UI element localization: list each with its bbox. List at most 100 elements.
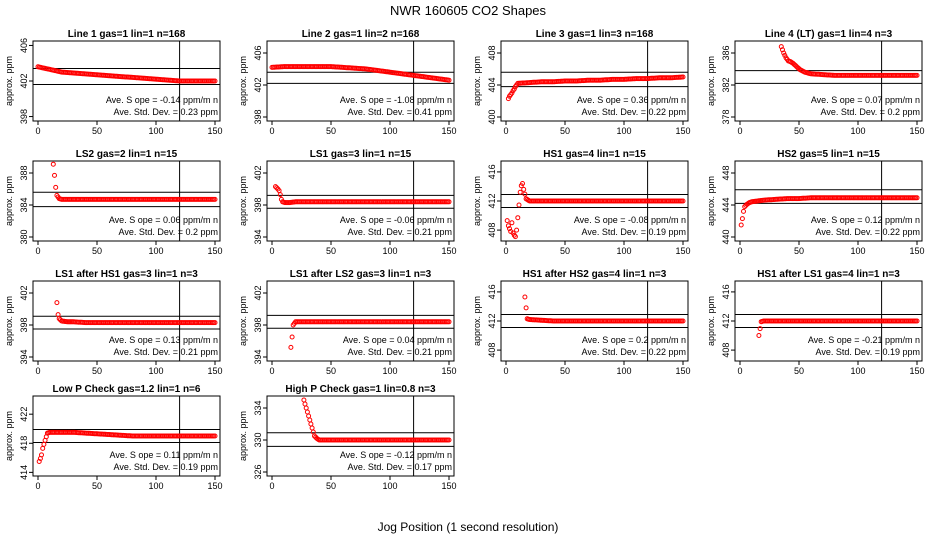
data-point bbox=[306, 413, 312, 419]
plot-frame bbox=[734, 40, 923, 122]
y-tick-label: 402 bbox=[253, 77, 263, 92]
x-tick-label: 100 bbox=[850, 126, 865, 136]
x-tick-label: 150 bbox=[207, 246, 222, 256]
y-axis-label: approx. ppm bbox=[4, 296, 14, 346]
x-tick-label: 50 bbox=[92, 126, 102, 136]
x-tick-label: 100 bbox=[382, 366, 397, 376]
panel-title: HS1 after HS2 gas=4 lin=1 n=3 bbox=[523, 269, 667, 280]
data-point bbox=[504, 218, 510, 224]
data-point bbox=[738, 222, 744, 228]
data-point bbox=[512, 234, 518, 240]
data-point bbox=[310, 429, 316, 435]
x-tick-label: 150 bbox=[909, 126, 924, 136]
data-point bbox=[446, 319, 452, 325]
x-tick-label: 150 bbox=[441, 246, 456, 256]
y-axis-label: approx. ppm bbox=[4, 176, 14, 226]
data-point bbox=[212, 78, 218, 84]
slope-annotation: Ave. S ope = 0.06 ppm/m n bbox=[109, 215, 218, 225]
data-point bbox=[212, 196, 218, 202]
y-tick-label: 398 bbox=[19, 109, 29, 124]
plot-frame bbox=[32, 160, 221, 242]
x-tick-label: 0 bbox=[503, 126, 508, 136]
data-point bbox=[505, 96, 511, 102]
slope-annotation: Ave. S ope = 0.12 ppm/m n bbox=[811, 215, 920, 225]
panel-7: HS1 gas=4 lin=1 n=15 0 50 100 150 408 412 416 ap… bbox=[472, 149, 691, 256]
stddev-annotation: Ave. Std. Dev. = 0.17 ppm bbox=[348, 462, 452, 472]
x-tick-label: 50 bbox=[794, 126, 804, 136]
y-tick-label: 326 bbox=[253, 464, 263, 479]
x-tick-label: 100 bbox=[148, 126, 163, 136]
x-tick-label: 0 bbox=[503, 246, 508, 256]
data-point bbox=[511, 86, 517, 92]
x-tick-label: 0 bbox=[737, 366, 742, 376]
panel-11: HS1 after HS2 gas=4 lin=1 n=3 0 50 100 150 40… bbox=[472, 269, 691, 376]
panel-title: Line 1 gas=1 lin=1 n=168 bbox=[68, 29, 186, 40]
data-point bbox=[522, 294, 528, 300]
x-tick-label: 150 bbox=[207, 481, 222, 491]
x-tick-label: 150 bbox=[207, 126, 222, 136]
x-tick-label: 150 bbox=[675, 366, 690, 376]
stddev-annotation: Ave. Std. Dev. = 0.21 ppm bbox=[348, 347, 452, 357]
stddev-annotation: Ave. Std. Dev. = 0.23 ppm bbox=[114, 107, 218, 117]
slope-annotation: Ave. S ope = 0.07 ppm/m n bbox=[811, 95, 920, 105]
panel-title: LS1 after LS2 gas=3 lin=1 n=3 bbox=[290, 269, 432, 280]
x-tick-label: 100 bbox=[382, 246, 397, 256]
data-point bbox=[446, 437, 452, 443]
data-point bbox=[517, 189, 523, 195]
data-point bbox=[520, 181, 525, 186]
data-point bbox=[277, 192, 283, 198]
stddev-annotation: Ave. Std. Dev. = 0.2 ppm bbox=[821, 107, 920, 117]
y-tick-label: 394 bbox=[19, 349, 29, 364]
slope-annotation: Ave. S ope = -0.21 ppm/m n bbox=[808, 335, 920, 345]
slope-annotation: Ave. S ope = -0.08 ppm/m n bbox=[574, 215, 686, 225]
data-point bbox=[36, 459, 42, 464]
stddev-annotation: Ave. Std. Dev. = 0.21 ppm bbox=[348, 227, 452, 237]
panel-title: HS2 gas=5 lin=1 n=15 bbox=[777, 149, 880, 160]
data-point bbox=[515, 215, 521, 221]
data-point bbox=[680, 74, 686, 80]
data-point bbox=[516, 202, 522, 208]
data-point bbox=[40, 445, 46, 451]
x-tick-label: 50 bbox=[326, 481, 336, 491]
x-tick-label: 150 bbox=[909, 246, 924, 256]
y-tick-label: 414 bbox=[19, 465, 29, 480]
data-point bbox=[278, 196, 284, 202]
y-tick-label: 416 bbox=[721, 284, 731, 299]
data-point bbox=[301, 397, 307, 403]
x-tick-label: 50 bbox=[92, 366, 102, 376]
y-axis-label: approx. ppm bbox=[472, 296, 482, 346]
y-tick-label: 380 bbox=[19, 229, 29, 244]
slope-annotation: Ave. S ope = -0.14 ppm/m n bbox=[106, 95, 218, 105]
data-point bbox=[914, 72, 920, 78]
x-tick-label: 50 bbox=[92, 481, 102, 491]
data-point bbox=[53, 184, 59, 190]
y-tick-label: 408 bbox=[487, 223, 497, 238]
x-tick-label: 0 bbox=[269, 366, 274, 376]
x-tick-label: 0 bbox=[35, 366, 40, 376]
y-tick-label: 402 bbox=[19, 285, 29, 300]
data-point bbox=[781, 50, 787, 56]
y-tick-label: 398 bbox=[253, 317, 263, 332]
data-point bbox=[446, 77, 452, 83]
plot-frame bbox=[266, 395, 455, 477]
plot-frame bbox=[32, 395, 221, 477]
y-tick-label: 400 bbox=[487, 109, 497, 124]
x-tick-label: 0 bbox=[737, 246, 742, 256]
data-point bbox=[680, 198, 686, 204]
figure-title: NWR 160605 CO2 Shapes bbox=[390, 3, 547, 18]
x-tick-label: 0 bbox=[737, 126, 742, 136]
x-tick-label: 100 bbox=[148, 481, 163, 491]
data-point bbox=[757, 326, 763, 332]
plot-frame bbox=[266, 160, 455, 242]
y-axis-label: approx. ppm bbox=[238, 176, 248, 226]
data-point bbox=[212, 320, 218, 326]
y-tick-label: 402 bbox=[19, 73, 29, 88]
panel-8: HS2 gas=5 lin=1 n=15 0 50 100 150 440 444 448 ap… bbox=[706, 149, 925, 256]
y-tick-label: 408 bbox=[721, 343, 731, 358]
y-tick-label: 394 bbox=[253, 229, 263, 244]
slope-annotation: Ave. S ope = -0.06 ppm/m n bbox=[340, 215, 452, 225]
data-point bbox=[50, 161, 56, 167]
plot-frame bbox=[500, 40, 689, 122]
x-tick-label: 50 bbox=[794, 246, 804, 256]
